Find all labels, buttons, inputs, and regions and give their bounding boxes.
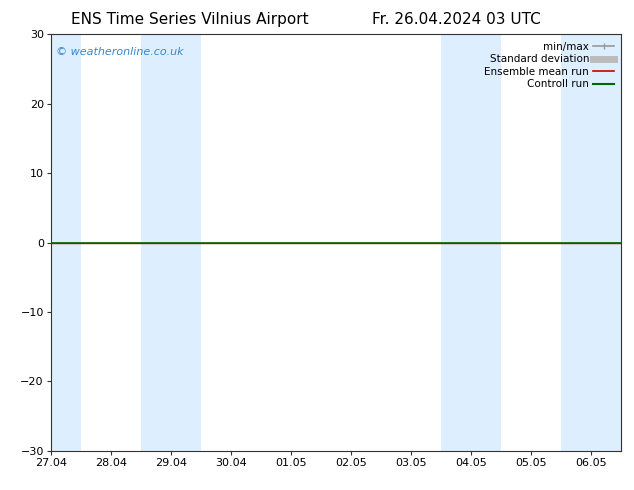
- Bar: [561, 34, 621, 451]
- Bar: [141, 34, 201, 451]
- Text: © weatheronline.co.uk: © weatheronline.co.uk: [56, 47, 184, 57]
- Bar: [441, 34, 501, 451]
- Text: Fr. 26.04.2024 03 UTC: Fr. 26.04.2024 03 UTC: [372, 12, 541, 27]
- Legend: min/max, Standard deviation, Ensemble mean run, Controll run: min/max, Standard deviation, Ensemble me…: [482, 40, 616, 92]
- Bar: [51, 34, 81, 451]
- Text: ENS Time Series Vilnius Airport: ENS Time Series Vilnius Airport: [72, 12, 309, 27]
